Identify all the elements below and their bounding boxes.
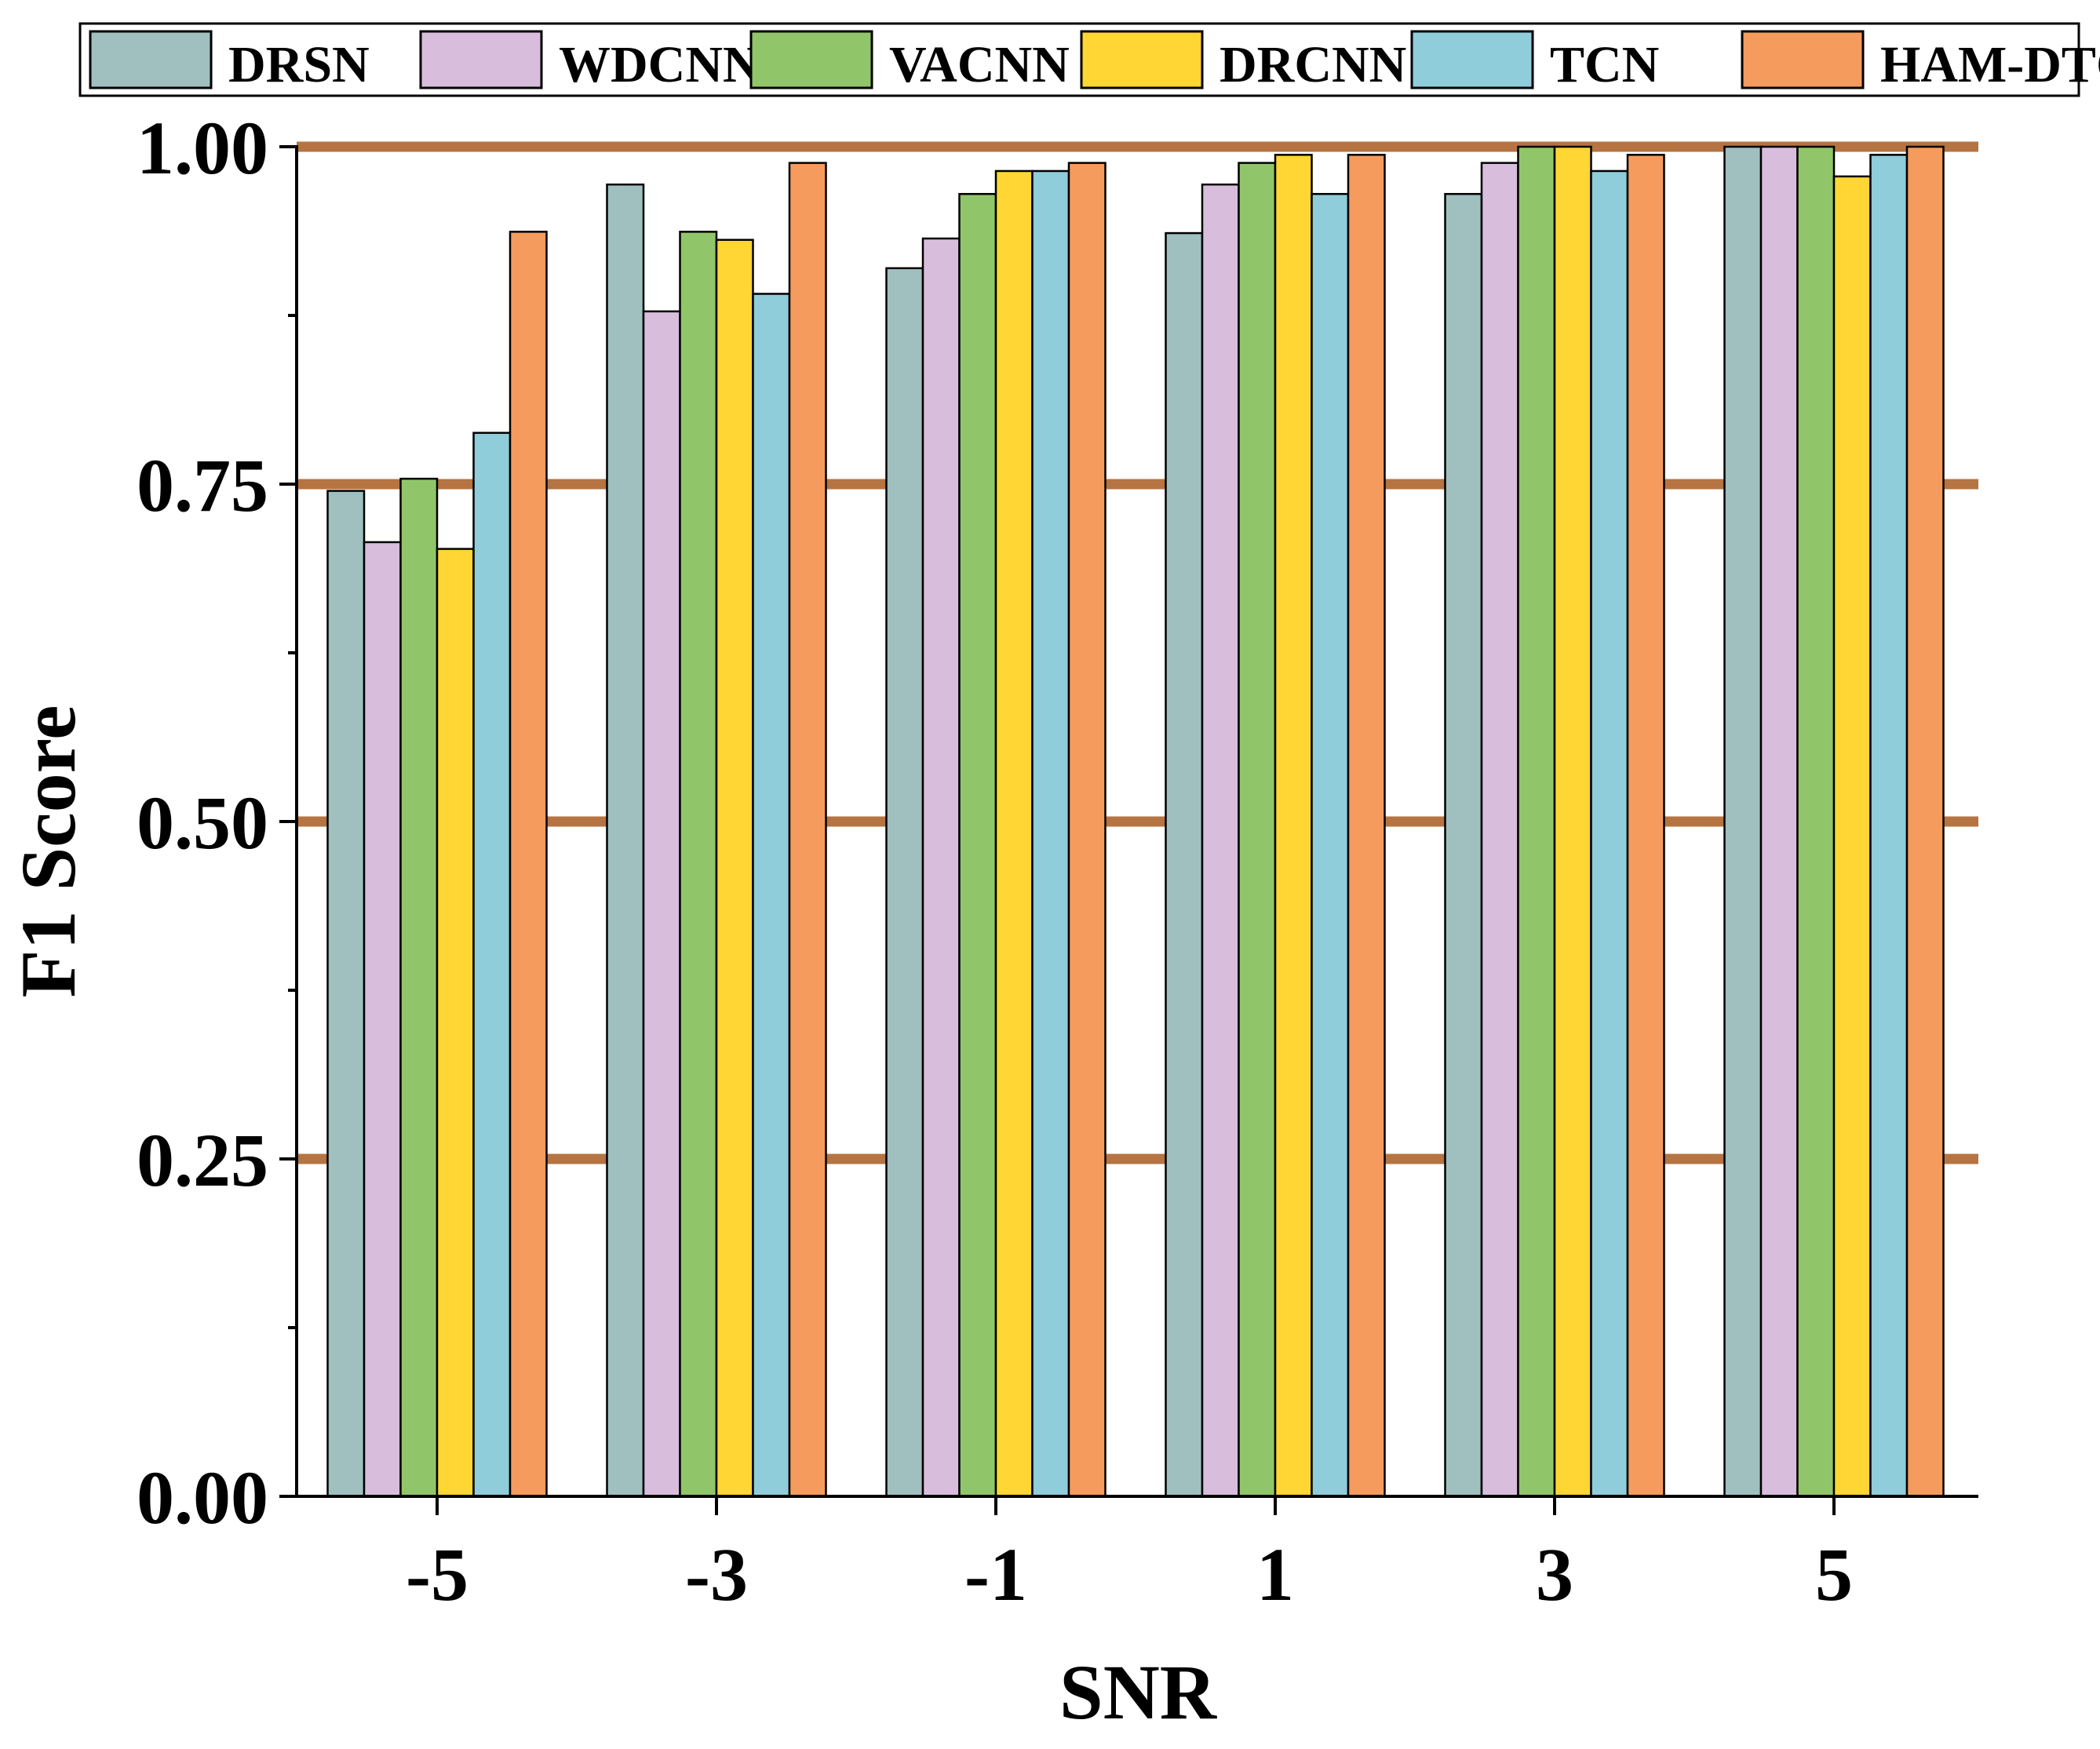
bar-vacnn-snr--3: [679, 231, 718, 1498]
x-tick-label-1: 1: [1256, 1532, 1294, 1616]
y-tick-label-0.50: 0.50: [137, 781, 268, 865]
legend-label-wdcnn: WDCNN: [559, 36, 760, 93]
bar-vacnn-snr--1: [958, 192, 997, 1498]
bar-vacnn-snr-5: [1796, 145, 1836, 1498]
legend-swatch-drcnn: [1080, 30, 1204, 89]
x-tick-label-3: 3: [1536, 1532, 1573, 1616]
bar-wdcnn-snr--1: [921, 237, 961, 1498]
bar-drcnn-snr--3: [715, 239, 754, 1498]
bar-wdcnn-snr-5: [1759, 145, 1799, 1498]
bar-drcnn-snr--5: [436, 548, 475, 1498]
x-axis-label: SNR: [1059, 1649, 1218, 1736]
bar-wdcnn-snr-3: [1480, 162, 1519, 1498]
y-axis-label: F1 Score: [5, 705, 92, 997]
legend-swatch-vacnn: [749, 30, 873, 89]
gridlines: [297, 141, 1978, 1164]
bar-drcnn-snr--1: [994, 169, 1034, 1498]
bars: [326, 145, 1945, 1498]
bar-drsn-snr--5: [326, 490, 366, 1498]
bar-drsn-snr--3: [606, 183, 645, 1498]
bar-tcn-snr-3: [1590, 169, 1629, 1498]
bar-drcnn-snr-1: [1274, 154, 1313, 1498]
legend-swatch-tcn: [1410, 30, 1534, 89]
y-tick-label-0.25: 0.25: [137, 1118, 268, 1202]
bar-drsn-snr--1: [885, 267, 924, 1498]
bar-ham-dtcn-snr--3: [788, 162, 827, 1498]
bar-vacnn-snr--5: [399, 477, 439, 1498]
y-tick-label-1.00: 1.00: [137, 106, 268, 190]
x-tick-label-5: 5: [1815, 1532, 1853, 1616]
bar-ham-dtcn-snr--5: [509, 231, 548, 1498]
legend-label-drsn: DRSN: [228, 36, 370, 93]
bar-drcnn-snr-5: [1832, 175, 1872, 1498]
legend-swatch-ham-dtcn: [1741, 30, 1865, 89]
legend-label-ham-dtcn: HAM-DTCN: [1880, 36, 2100, 93]
legend-label-tcn: TCN: [1550, 36, 1659, 93]
bar-drcnn-snr-3: [1553, 145, 1592, 1498]
y-tick-label-0.75: 0.75: [137, 443, 268, 527]
legend-swatch-wdcnn: [419, 30, 543, 89]
bar-wdcnn-snr--5: [363, 541, 402, 1498]
bar-ham-dtcn-snr-1: [1347, 154, 1386, 1498]
bar-vacnn-snr-3: [1517, 145, 1556, 1498]
bar-ham-dtcn-snr-5: [1905, 145, 1945, 1498]
x-tick-label--3: -3: [685, 1532, 748, 1616]
x-tick-label--5: -5: [406, 1532, 468, 1616]
bar-vacnn-snr-1: [1238, 162, 1277, 1498]
bar-tcn-snr-5: [1869, 154, 1909, 1498]
bar-ham-dtcn-snr-3: [1626, 154, 1665, 1498]
legend-swatch-drsn: [89, 30, 213, 89]
y-tick-label-0.00: 0.00: [137, 1456, 268, 1539]
axes: 0.00 0.25 0.50 0.75 1.00 -5 -3 -1 1 3 5: [137, 106, 1978, 1616]
bar-tcn-snr--5: [472, 432, 512, 1498]
bar-drsn-snr-5: [1723, 145, 1763, 1498]
bar-tcn-snr--1: [1031, 169, 1070, 1498]
bar-drsn-snr-3: [1444, 192, 1483, 1498]
legend-label-drcnn: DRCNN: [1220, 36, 1406, 93]
bar-ham-dtcn-snr--1: [1067, 162, 1107, 1498]
bar-wdcnn-snr--3: [642, 310, 681, 1498]
bar-tcn-snr--3: [752, 293, 791, 1498]
legend-label-vacnn: VACNN: [889, 36, 1070, 93]
bar-tcn-snr-1: [1311, 192, 1350, 1498]
x-tick-label--1: -1: [964, 1532, 1027, 1616]
bar-wdcnn-snr-1: [1201, 183, 1240, 1498]
bar-drsn-snr-1: [1165, 231, 1204, 1498]
legend: DRSN WDCNN VACNN DRCNN TCN HAM-DTCN: [78, 22, 2100, 97]
